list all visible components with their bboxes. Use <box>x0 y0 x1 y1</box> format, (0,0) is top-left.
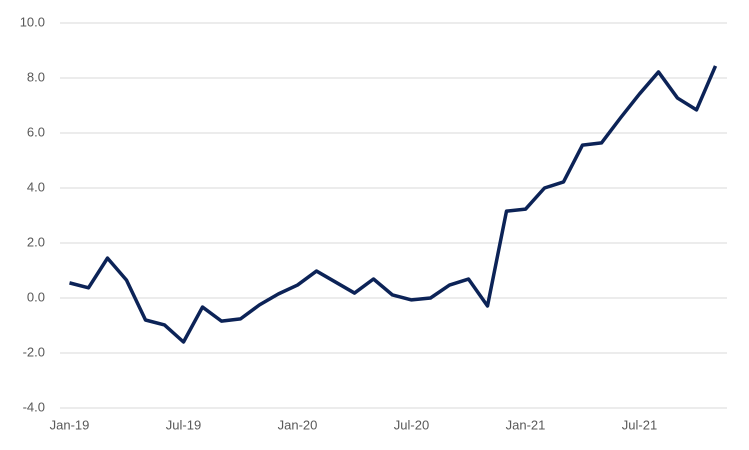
y-tick-label: 0.0 <box>27 289 45 304</box>
x-tick-label: Jan-21 <box>506 417 546 432</box>
y-tick-label: 8.0 <box>27 69 45 84</box>
x-tick-label: Jul-20 <box>394 417 429 432</box>
y-tick-label: -4.0 <box>23 399 45 414</box>
x-tick-label: Jan-20 <box>278 417 318 432</box>
x-tick-label: Jul-21 <box>622 417 657 432</box>
x-tick-label: Jul-19 <box>166 417 201 432</box>
line <box>69 65 718 344</box>
y-tick-label: 10.0 <box>20 14 45 29</box>
x-tick-label: Jan-19 <box>50 417 90 432</box>
y-tick-label: 4.0 <box>27 179 45 194</box>
y-tick-label: 2.0 <box>27 234 45 249</box>
y-tick-label: 6.0 <box>27 124 45 139</box>
y-tick-label: -2.0 <box>23 344 45 359</box>
